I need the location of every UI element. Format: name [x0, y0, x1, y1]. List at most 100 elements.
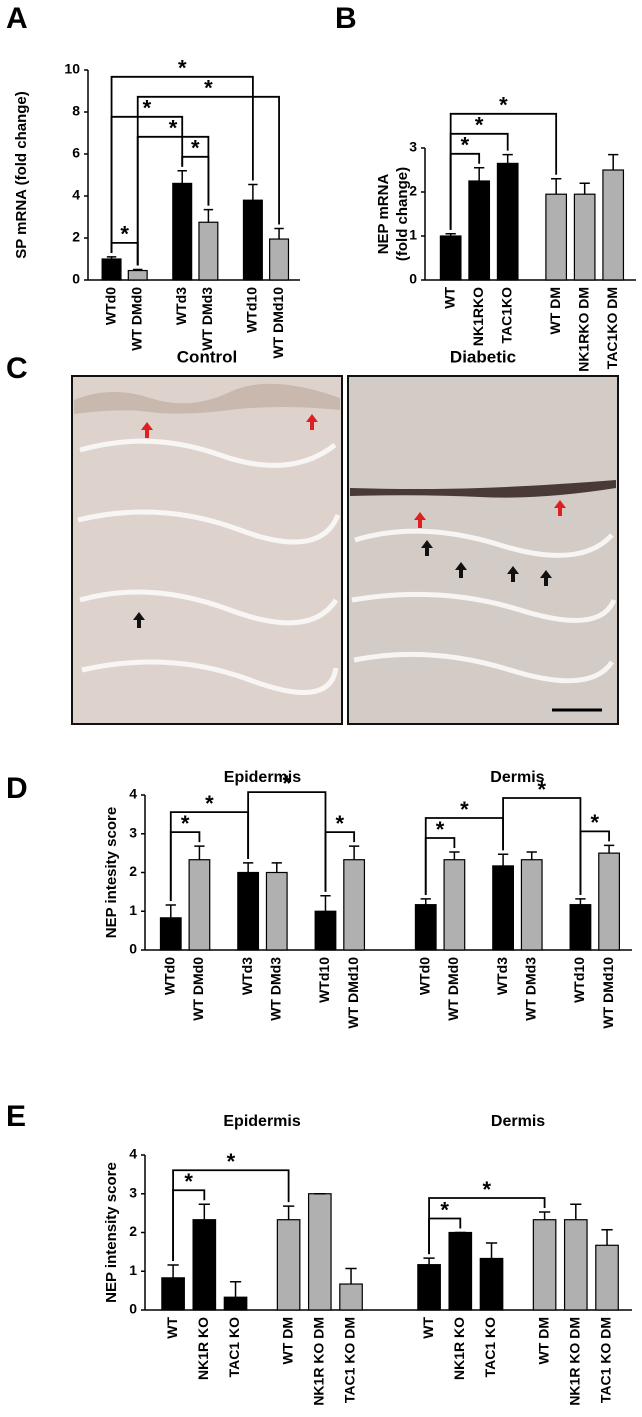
bar [198, 221, 219, 281]
x-tick-label: NK1R KO DM [567, 1317, 583, 1406]
error-bar [194, 845, 205, 860]
x-tick-label: WT DM [547, 287, 563, 334]
significance-bracket [172, 1169, 290, 1262]
bar [101, 258, 122, 281]
x-tick-label: WT DMd3 [267, 957, 283, 1021]
y-tick-label: 6 [72, 145, 80, 161]
significance-label: * [227, 1149, 236, 1174]
group-title: Dermis [491, 1113, 545, 1130]
bar [265, 871, 288, 951]
bar [479, 1257, 504, 1311]
significance-label: * [460, 797, 469, 822]
error-bar [229, 1280, 242, 1298]
x-tick-label: TAC1KO [498, 287, 514, 344]
panel-letter: E [6, 1100, 26, 1133]
error-bar [423, 1257, 435, 1265]
error-bar [282, 1205, 295, 1220]
x-tick-label: WT DMd3 [522, 957, 538, 1021]
significance-bracket [428, 1197, 546, 1255]
y-axis-label: (fold change) [394, 167, 411, 261]
significance-label: * [205, 791, 214, 816]
significance-bracket [502, 797, 582, 895]
y-tick-label: 4 [129, 786, 137, 802]
bar [269, 238, 290, 281]
error-bar [248, 183, 258, 201]
error-bar [601, 1229, 613, 1246]
bar [276, 1219, 301, 1311]
bar [188, 859, 211, 951]
error-bar [485, 1242, 498, 1259]
significance-label: * [461, 133, 470, 158]
error-bar [445, 233, 456, 236]
x-tick-label: TAC1 KO DM [342, 1317, 358, 1403]
significance-label: * [181, 811, 190, 836]
error-bar [274, 227, 284, 240]
significance-label: * [184, 1169, 193, 1194]
significance-label: * [169, 116, 178, 141]
x-tick-label: NK1R KO [195, 1317, 211, 1380]
x-tick-label: WT DMd0 [128, 287, 144, 351]
error-bar [420, 898, 431, 905]
error-bar [551, 178, 562, 195]
y-tick-label: 2 [129, 1223, 137, 1239]
error-bar [570, 1203, 582, 1220]
error-bar [345, 1267, 357, 1285]
bar [520, 859, 543, 951]
bar [532, 1219, 557, 1311]
bar [242, 199, 263, 281]
error-bar [320, 895, 331, 912]
panel-letter: D [6, 772, 28, 805]
y-axis-label: NEP intesity score [103, 807, 120, 938]
significance-label: * [499, 93, 508, 118]
x-tick-label: WTd0 [161, 957, 177, 995]
significance-label: * [336, 811, 345, 836]
bar [492, 865, 515, 951]
y-tick-label: 0 [409, 271, 417, 287]
group-title: Epidermis [224, 769, 301, 786]
y-tick-label: 2 [409, 183, 417, 199]
bar [223, 1296, 248, 1311]
x-tick-label: WTd3 [239, 957, 255, 995]
x-tick-label: WT DMd0 [445, 957, 461, 1021]
x-tick-label: WT DMd0 [190, 957, 206, 1021]
x-tick-label: WTd0 [416, 957, 432, 995]
significance-bracket [110, 75, 254, 253]
error-bar [603, 844, 615, 854]
significance-label: * [120, 222, 129, 247]
error-bar [497, 853, 509, 866]
bar [414, 904, 437, 951]
error-bar [502, 153, 513, 164]
panel-letter: C [6, 352, 28, 385]
y-axis-label: NEP mRNA [375, 174, 392, 255]
y-tick-label: 3 [129, 1184, 137, 1200]
y-tick-label: 2 [129, 863, 137, 879]
error-bar [474, 167, 485, 181]
x-tick-label: TAC1KO DM [604, 287, 620, 369]
bar [598, 852, 620, 951]
micrograph-diabetic [347, 375, 619, 725]
image-title: Diabetic [450, 347, 516, 366]
error-bar [271, 862, 282, 873]
x-tick-label: WT [420, 1317, 436, 1339]
x-tick-label: WT DMd3 [199, 287, 215, 351]
bar [127, 269, 148, 281]
error-bar [579, 182, 590, 195]
x-tick-label: NK1RKO [470, 287, 486, 346]
error-bar [133, 268, 143, 271]
x-tick-label: WT [441, 287, 457, 309]
y-tick-label: 4 [72, 187, 80, 203]
y-tick-label: 8 [72, 103, 80, 119]
y-tick-label: 1 [409, 227, 417, 243]
significance-label: * [204, 76, 213, 101]
significance-bracket [136, 95, 280, 266]
error-bar [167, 1264, 179, 1278]
x-tick-label: WTd10 [571, 957, 587, 1003]
x-tick-label: WTd10 [316, 957, 332, 1003]
x-tick-label: WTd3 [173, 287, 189, 325]
bar [192, 1219, 217, 1311]
bar [439, 235, 462, 281]
x-tick-label: WTd3 [494, 957, 510, 995]
error-bar [538, 1211, 551, 1220]
error-bar [203, 208, 214, 223]
